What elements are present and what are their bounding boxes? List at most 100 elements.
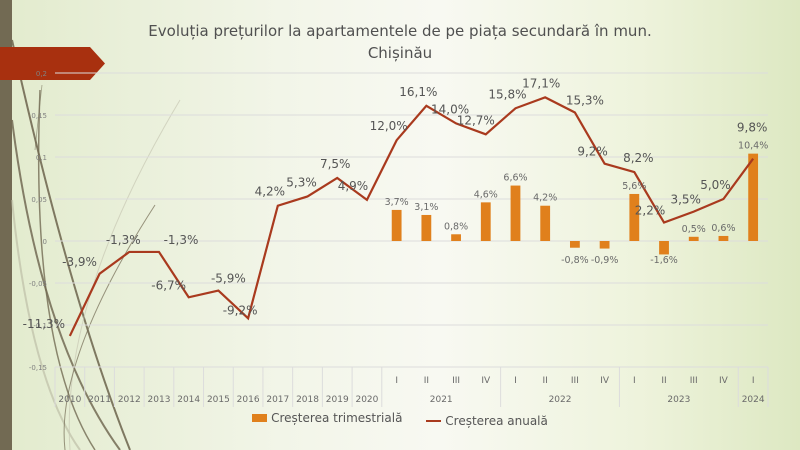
x-tick-quarter: III (571, 376, 579, 386)
x-tick-quarter: II (543, 376, 548, 386)
x-tick-quarter: II (661, 376, 666, 386)
y-tick-label: 0,1 (36, 154, 47, 162)
data-labels: 3,7% 3,1% 0,8% 4,6% 6,6% 4,2% -0,8% -0,9% 5,6% -1… (23, 76, 769, 331)
bar-data-label: -0,9% (591, 255, 619, 266)
line-data-label: 17,1% (522, 76, 560, 90)
bar (540, 205, 551, 241)
legend-swatch-line (426, 420, 442, 422)
line-data-label: 4,9% (338, 179, 369, 193)
line-data-label: -9,2% (223, 303, 258, 317)
legend-label-annual: Creșterea anuală (445, 414, 548, 428)
x-tick-quarter: IV (719, 376, 729, 386)
line-data-label: 12,0% (370, 119, 408, 133)
y-tick-label: -0,1 (33, 322, 47, 330)
line-data-label: -3,9% (62, 255, 97, 269)
bar-data-label: 5,6% (622, 181, 646, 192)
y-axis-ticks: 0,2 0,15 0,1 0,05 0 -0,05 -0,1 -0,15 (29, 70, 47, 372)
line-series (68, 96, 755, 337)
x-tick-label: 2019 (326, 395, 349, 405)
x-axis: 2010 2011 2012 2013 2014 2015 2016 2017 2018 2019… (54, 367, 769, 407)
bar-data-label: 4,6% (474, 189, 498, 200)
legend-swatch-bar (252, 414, 268, 422)
x-tick-quarter: I (514, 376, 517, 386)
gridlines (55, 72, 768, 368)
y-tick-label: 0,15 (31, 112, 47, 120)
line-data-label: 12,7% (457, 113, 495, 127)
y-tick-label: 0,05 (31, 196, 47, 204)
bar (688, 236, 699, 241)
line-data-label: -11,3% (23, 317, 65, 331)
line-data-label: 9,8% (737, 121, 768, 135)
x-tick-quarter: I (395, 376, 398, 386)
annual-growth-line (68, 96, 755, 337)
x-tick-quarter: I (633, 376, 636, 386)
bar (659, 241, 669, 255)
legend-item-quarterly: Creșterea trimestrială (252, 411, 402, 425)
line-data-label: 2,2% (635, 204, 666, 218)
bar (718, 235, 729, 241)
line-data-label: 7,5% (320, 157, 351, 171)
bar-data-label: 0,5% (682, 224, 706, 235)
y-tick-label: -0,15 (29, 364, 47, 372)
line-data-label: 15,8% (488, 87, 526, 101)
bar (421, 214, 432, 241)
bar-data-label: -1,6% (650, 255, 678, 266)
line-data-label: 5,0% (700, 178, 731, 192)
x-group-label: 2023 (667, 395, 690, 405)
line-data-label: 14,0% (431, 102, 469, 116)
x-tick-quarter: III (452, 376, 460, 386)
sidebar-decoration (0, 0, 12, 450)
line-data-label: -1,3% (106, 233, 141, 247)
bar-data-label: 10,4% (738, 141, 768, 152)
bar (391, 209, 402, 241)
line-data-label: 3,5% (670, 193, 701, 207)
line-data-label: 16,1% (399, 85, 437, 99)
x-tick-quarter: II (424, 376, 429, 386)
y-tick-label: 0,2 (36, 70, 47, 78)
x-tick-label: 2017 (266, 395, 289, 405)
legend-item-annual: Creșterea anuală (426, 414, 548, 428)
bar (510, 185, 521, 241)
x-group-label: 2024 (742, 395, 765, 405)
bar-data-label: 6,6% (503, 173, 527, 184)
legend: Creșterea trimestrială Creșterea anuală (0, 411, 800, 428)
bar-data-label: 3,1% (414, 202, 438, 213)
x-tick-label: 2014 (177, 395, 200, 405)
x-tick-label: 2015 (207, 395, 230, 405)
bar-data-label: -0,8% (561, 255, 589, 266)
bar (480, 202, 491, 241)
x-tick-quarter: III (690, 376, 698, 386)
line-data-label: -5,9% (211, 272, 246, 286)
bar-data-label: 3,7% (385, 197, 409, 208)
bar-series (391, 153, 759, 255)
bar-data-label: 4,2% (533, 193, 557, 204)
bar-data-label: 0,6% (711, 223, 735, 234)
chart-title-line1: Evoluția prețurilor la apartamentele de … (148, 22, 652, 40)
legend-label-quarterly: Creșterea trimestrială (271, 411, 403, 425)
line-data-label: 8,2% (623, 151, 654, 165)
x-tick-label: 2013 (148, 395, 171, 405)
line-data-label: 4,2% (255, 185, 286, 199)
line-data-label: 5,3% (286, 175, 317, 189)
y-tick-label: 0 (43, 238, 47, 246)
chart-title: Evoluția prețurilor la apartamentele de … (100, 20, 700, 64)
y-tick-label: -0,05 (29, 280, 47, 288)
bar (569, 241, 580, 248)
line-data-label: -1,3% (164, 233, 199, 247)
x-tick-label: 2018 (296, 395, 319, 405)
chart-title-line2: Chișinău (367, 44, 433, 62)
x-tick-quarter: IV (600, 376, 610, 386)
x-group-label: 2021 (430, 395, 453, 405)
x-tick-label: 2012 (118, 395, 141, 405)
bar (451, 234, 461, 241)
x-tick-label: 2020 (355, 395, 378, 405)
x-tick-quarter: IV (481, 376, 491, 386)
line-data-label: 15,3% (566, 93, 604, 107)
bar (748, 153, 759, 241)
title-chevron-decoration (0, 47, 105, 80)
x-tick-label: 2011 (88, 395, 111, 405)
x-group-label: 2022 (549, 395, 572, 405)
bar (599, 241, 610, 249)
bar (629, 193, 640, 241)
